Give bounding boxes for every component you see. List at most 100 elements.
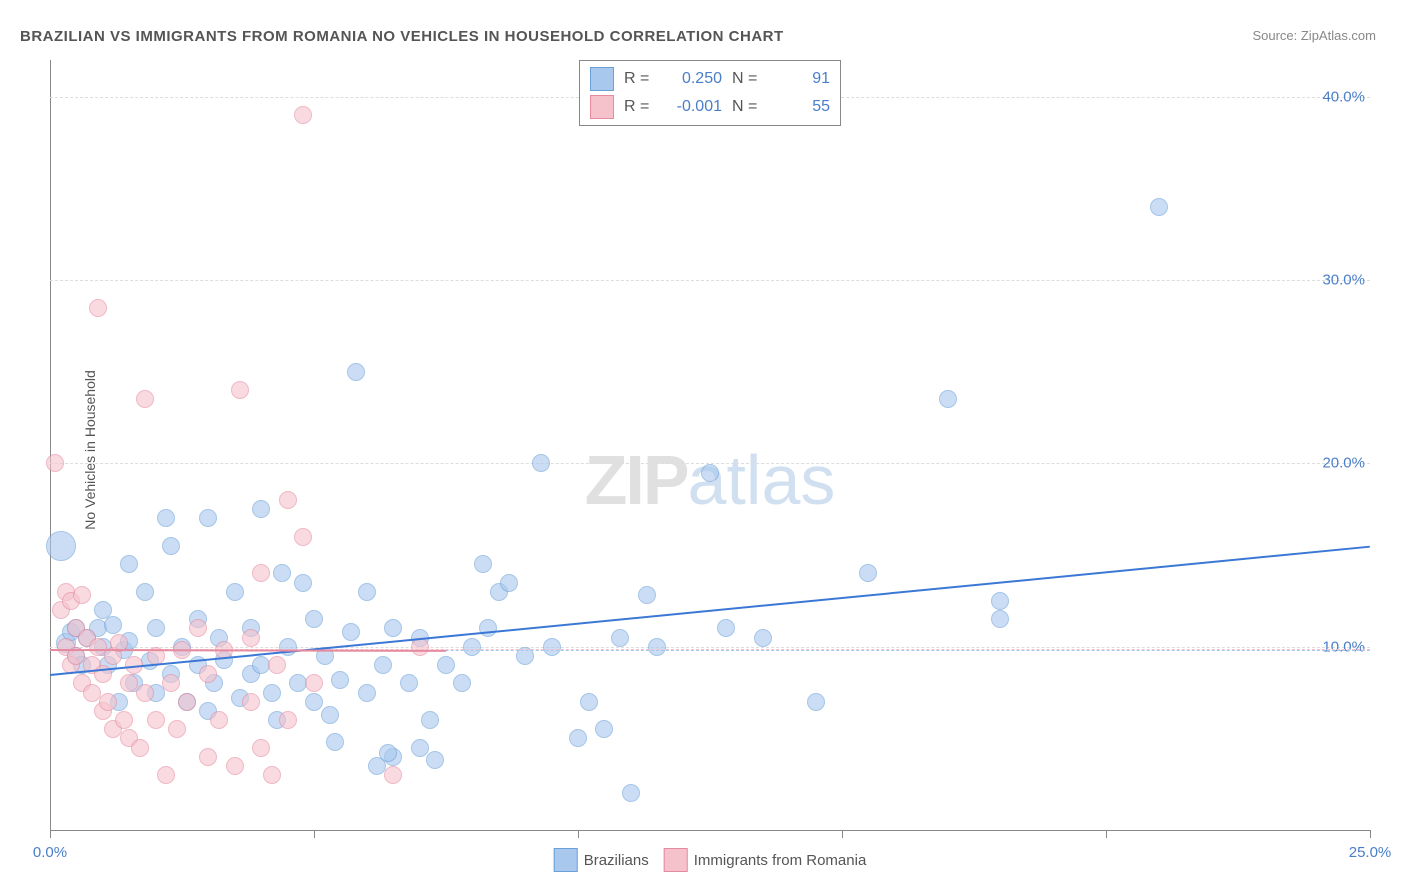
data-point	[807, 693, 825, 711]
data-point	[374, 656, 392, 674]
legend-swatch	[590, 67, 614, 91]
n-label: N =	[732, 98, 760, 116]
data-point	[453, 674, 471, 692]
data-point	[268, 656, 286, 674]
r-value: -0.001	[662, 98, 722, 116]
data-point	[532, 454, 550, 472]
legend-swatch	[664, 848, 688, 872]
data-point	[717, 619, 735, 637]
data-point	[595, 720, 613, 738]
data-point	[437, 656, 455, 674]
data-point	[73, 586, 91, 604]
legend-item: Immigrants from Romania	[664, 848, 867, 872]
x-tick	[1370, 830, 1371, 838]
legend-label: Brazilians	[584, 852, 649, 869]
gridline	[50, 280, 1370, 281]
x-tick	[50, 830, 51, 838]
data-point	[157, 509, 175, 527]
data-point	[500, 574, 518, 592]
data-point	[263, 766, 281, 784]
data-point	[231, 381, 249, 399]
data-point	[622, 784, 640, 802]
data-point	[384, 619, 402, 637]
data-point	[226, 757, 244, 775]
data-point	[226, 583, 244, 601]
x-tick	[314, 830, 315, 838]
legend-series: Brazilians Immigrants from Romania	[554, 848, 867, 872]
data-point	[384, 766, 402, 784]
data-point	[89, 299, 107, 317]
data-point	[242, 693, 260, 711]
r-label: R =	[624, 70, 652, 88]
data-point	[294, 106, 312, 124]
data-point	[358, 684, 376, 702]
data-point	[252, 564, 270, 582]
data-point	[168, 720, 186, 738]
data-point	[294, 528, 312, 546]
data-point	[569, 729, 587, 747]
data-point	[162, 537, 180, 555]
n-label: N =	[732, 70, 760, 88]
r-label: R =	[624, 98, 652, 116]
data-point	[611, 629, 629, 647]
legend-stats: R = 0.250 N = 91 R = -0.001 N = 55	[579, 60, 841, 126]
data-point	[99, 693, 117, 711]
data-point	[342, 623, 360, 641]
data-point	[421, 711, 439, 729]
source-label: Source: ZipAtlas.com	[1252, 28, 1376, 43]
data-point	[411, 739, 429, 757]
data-point	[210, 711, 228, 729]
data-point	[115, 711, 133, 729]
data-point	[120, 555, 138, 573]
data-point	[46, 531, 76, 561]
legend-stat-row: R = -0.001 N = 55	[590, 93, 830, 121]
data-point	[400, 674, 418, 692]
y-axis-label: No Vehicles in Household	[82, 370, 98, 530]
data-point	[321, 706, 339, 724]
data-point	[701, 464, 719, 482]
data-point	[46, 454, 64, 472]
legend-item: Brazilians	[554, 848, 649, 872]
n-value: 55	[770, 98, 830, 116]
source-link[interactable]: ZipAtlas.com	[1301, 28, 1376, 43]
n-value: 91	[770, 70, 830, 88]
data-point	[147, 711, 165, 729]
x-axis-line	[50, 830, 1370, 831]
y-axis-line	[50, 60, 51, 830]
data-point	[638, 586, 656, 604]
trend-line	[50, 546, 1370, 676]
data-point	[991, 592, 1009, 610]
data-point	[648, 638, 666, 656]
y-tick-label: 30.0%	[1322, 272, 1365, 289]
data-point	[294, 574, 312, 592]
data-point	[242, 629, 260, 647]
y-tick-label: 10.0%	[1322, 638, 1365, 655]
data-point	[754, 629, 772, 647]
x-tick-label: 0.0%	[33, 844, 67, 861]
data-point	[580, 693, 598, 711]
r-value: 0.250	[662, 70, 722, 88]
data-point	[991, 610, 1009, 628]
data-point	[252, 739, 270, 757]
y-tick-label: 20.0%	[1322, 455, 1365, 472]
legend-swatch	[554, 848, 578, 872]
data-point	[331, 671, 349, 689]
data-point	[379, 744, 397, 762]
data-point	[147, 619, 165, 637]
data-point	[859, 564, 877, 582]
data-point	[136, 684, 154, 702]
data-point	[305, 693, 323, 711]
data-point	[178, 693, 196, 711]
data-point	[474, 555, 492, 573]
y-tick-label: 40.0%	[1322, 88, 1365, 105]
data-point	[543, 638, 561, 656]
data-point	[1150, 198, 1168, 216]
data-point	[136, 583, 154, 601]
data-point	[162, 674, 180, 692]
data-point	[279, 711, 297, 729]
data-point	[131, 739, 149, 757]
data-point	[463, 638, 481, 656]
gridline	[50, 647, 1370, 648]
x-tick	[842, 830, 843, 838]
data-point	[326, 733, 344, 751]
